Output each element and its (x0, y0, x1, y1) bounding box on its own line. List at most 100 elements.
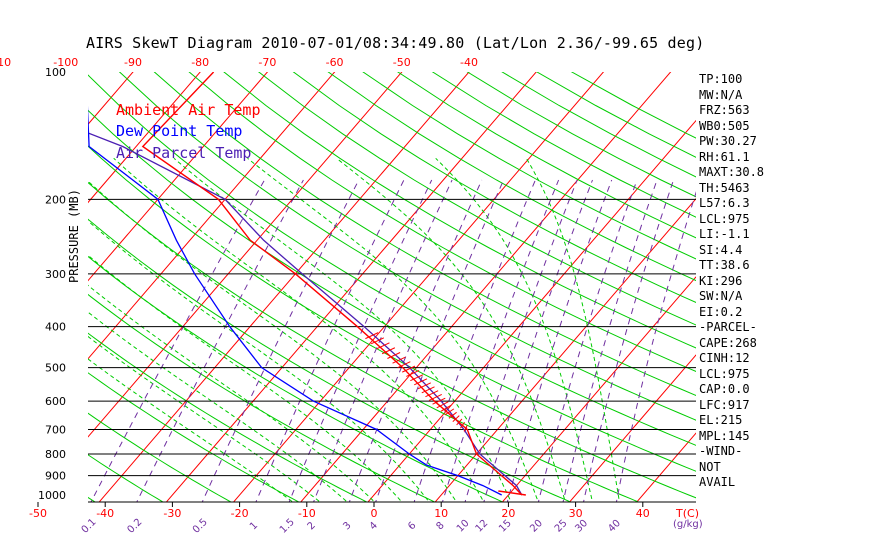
pressure-tick-label: 800 (45, 448, 66, 461)
dry-adiabat-line (258, 72, 696, 326)
cape-hatch (397, 361, 411, 369)
pressure-tick-label: 700 (45, 423, 66, 436)
dry-adiabat-line (88, 412, 232, 502)
mixing-ratio-line (506, 179, 613, 502)
stat-item: -PARCEL- (699, 320, 757, 334)
isotherm-line (232, 72, 605, 502)
cape-hatch (402, 365, 416, 373)
mixing-ratio-label: 0.5 (191, 517, 210, 536)
top-temperature-label: -80 (191, 56, 209, 69)
stat-item: MAXT:30.8 (699, 165, 765, 179)
ambient-air-temp-series (141, 72, 523, 496)
bottom-temperature-label: -50 (29, 507, 47, 520)
cape-hatch (381, 347, 396, 355)
mixing-ratio-line (562, 179, 658, 502)
stat-item: MPL:145 (699, 428, 750, 443)
cape-hatch (392, 356, 406, 364)
mixing-ratio-label: 1 (248, 520, 260, 532)
top-temperature-label: -60 (326, 56, 344, 69)
mixing-ratio-label: 3 (341, 520, 353, 532)
dry-adiabat-line (88, 218, 572, 502)
isotherm-line (501, 276, 696, 502)
moist-adiabat-line (247, 157, 539, 502)
bottom-temperature-label: 20 (501, 507, 515, 520)
surface-marker (498, 490, 526, 496)
stat-item: KI:296 (699, 273, 743, 288)
mixing-ratio-line (615, 191, 696, 502)
bottom-temperature-label: 10 (434, 507, 448, 520)
isotherm-line (568, 354, 696, 502)
isotherm-line (434, 197, 696, 502)
mixing-ratio-line (313, 179, 453, 502)
bottom-temperature-label: 40 (636, 507, 650, 520)
mixing-ratio-line (288, 179, 433, 502)
stat-item: TH:5463 (699, 180, 750, 195)
chart-title: AIRS SkewT Diagram 2010-07-01/08:34:49.8… (86, 34, 705, 52)
mixing-ratio-line (441, 179, 560, 502)
cape-hatch (414, 378, 428, 386)
stat-item: PW:30.27 (699, 134, 757, 148)
stat-item: NOT (699, 459, 721, 474)
mixing-ratio-line (464, 179, 578, 502)
mixing-ratio-line (255, 179, 405, 502)
x-axis-unit-label: T(C) (675, 507, 699, 520)
pressure-tick-label: 200 (45, 193, 66, 206)
bottom-temperature-label: -20 (231, 507, 249, 520)
pressure-tick-label: 300 (45, 268, 66, 281)
dry-adiabat-line (188, 72, 696, 373)
moist-adiabat-line (336, 157, 566, 502)
cape-hatch (387, 352, 401, 359)
stat-item: WB0:505 (699, 118, 750, 133)
bottom-temperature-label: 0 (371, 507, 378, 520)
stat-item: SW:N/A (699, 289, 743, 303)
mixing-ratio-label: 20 (528, 518, 545, 535)
stat-item: SI:4.4 (699, 242, 743, 257)
dry-adiabat-line (88, 255, 504, 502)
moist-adiabat-line (88, 180, 458, 502)
moist-adiabat-line (525, 158, 621, 502)
dry-adiabat-line (362, 72, 696, 260)
dry-adiabat-line (88, 181, 640, 502)
legend-dew-point-temp: Dew Point Temp (116, 122, 243, 140)
stat-item: RH:61.1 (699, 149, 750, 164)
cape-hatch (365, 332, 379, 340)
dew-point-temp-series (88, 105, 502, 496)
top-temperature-label: -110 (0, 56, 11, 69)
dry-adiabat-line (88, 74, 696, 446)
stat-item: CINH:12 (699, 351, 750, 365)
bottom-temperature-label: -40 (96, 507, 114, 520)
air-parcel-temp-series (88, 132, 523, 496)
stat-item: EL:215 (699, 413, 743, 427)
isotherm-line (300, 72, 672, 502)
top-temperature-label: -70 (258, 56, 276, 69)
moist-adiabat-line (173, 157, 512, 502)
cape-hatch (452, 415, 460, 423)
dry-adiabat-line (88, 145, 696, 499)
moist-adiabat-line (88, 358, 294, 502)
mixing-ratio-line (483, 179, 593, 502)
moist-adiabat-line (113, 157, 485, 502)
cape-hatch (376, 342, 390, 350)
moist-adiabat-line (435, 157, 593, 502)
stat-item: L57:6.3 (699, 196, 750, 210)
cape-hatch (410, 374, 424, 382)
isotherm-line (88, 72, 403, 438)
stat-item: -WIND- (699, 444, 743, 458)
mixing-ratio-label: 2 (306, 520, 318, 532)
dry-adiabat-line (88, 454, 164, 502)
stat-item: TP:100 (699, 72, 743, 86)
stat-item: LCL:975 (699, 366, 750, 381)
cape-hatch (459, 421, 465, 429)
cape-hatch (463, 425, 468, 432)
mixing-ratio-unit-label: (g/kg) (673, 519, 703, 530)
mixing-ratio-line (375, 179, 505, 502)
mixing-ratio-label: 10 (455, 518, 472, 535)
pressure-tick-label: 1000 (38, 489, 66, 502)
mixing-ratio-label: 12 (474, 518, 491, 535)
isotherm-line (165, 72, 537, 502)
mixing-ratio-label: 6 (406, 520, 418, 532)
isotherm-line (88, 72, 269, 282)
bottom-temperature-label: -10 (298, 507, 316, 520)
bottom-temperature-label: -30 (163, 507, 181, 520)
